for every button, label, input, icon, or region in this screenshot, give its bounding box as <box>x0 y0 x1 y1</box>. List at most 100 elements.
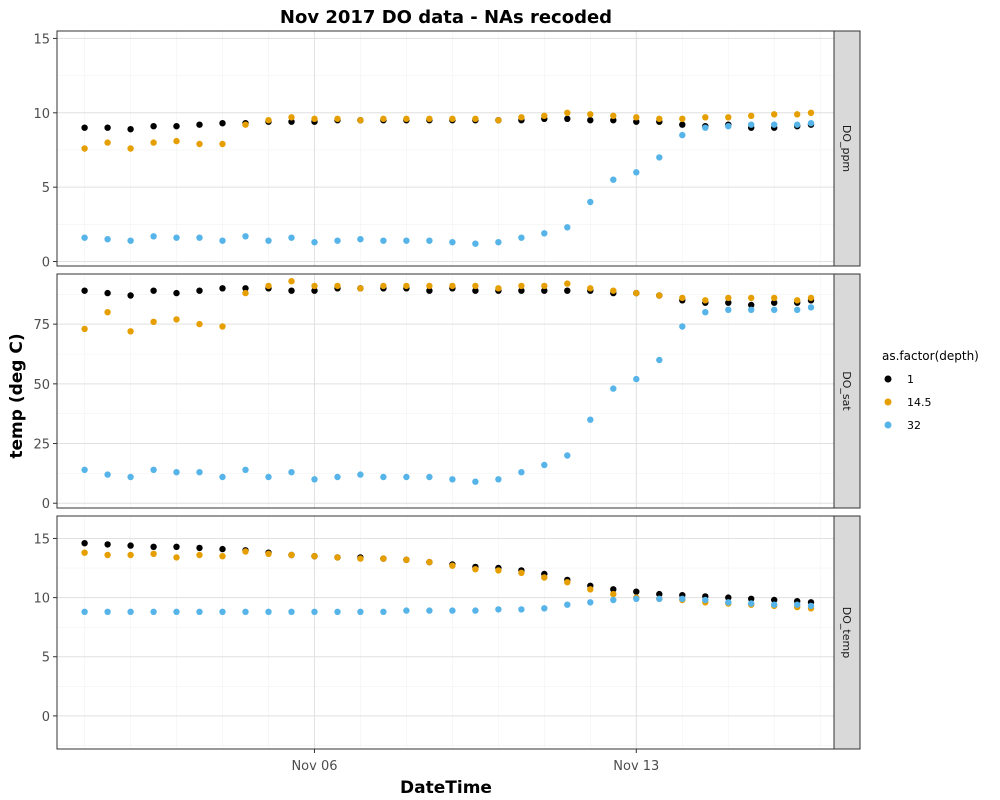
data-point <box>807 602 815 610</box>
data-point <box>656 590 663 598</box>
data-point <box>587 586 594 593</box>
data-point <box>81 145 88 152</box>
y-tick-label: 25 <box>33 438 50 453</box>
data-point <box>311 239 318 246</box>
data-point <box>449 607 456 614</box>
data-point <box>702 297 709 304</box>
data-point <box>311 282 318 290</box>
data-point <box>426 287 433 294</box>
legend-title: as.factor(depth) <box>882 349 979 363</box>
data-point <box>633 114 640 121</box>
data-point <box>449 239 456 246</box>
data-point <box>311 553 318 560</box>
data-point <box>403 237 410 244</box>
data-point <box>196 469 203 476</box>
data-point <box>104 471 111 478</box>
data-point <box>127 292 134 299</box>
data-point <box>633 375 640 383</box>
data-point <box>725 594 732 601</box>
panel-DO_sat: 0 25 50 75 DO_sat <box>33 273 861 512</box>
data-point <box>426 115 433 123</box>
data-point <box>748 294 755 302</box>
facet-strip-label: DO_temp <box>840 607 853 658</box>
data-point <box>656 115 663 123</box>
y-tick-label: 75 <box>33 318 50 333</box>
data-point <box>334 115 341 123</box>
data-point <box>518 569 525 576</box>
data-point <box>748 121 755 128</box>
data-point <box>265 473 272 481</box>
data-point <box>472 607 479 614</box>
panel-background <box>57 31 834 266</box>
data-point <box>610 596 617 604</box>
data-point <box>357 471 364 478</box>
series-32 <box>81 595 815 615</box>
data-point <box>242 608 249 615</box>
data-point <box>656 154 663 161</box>
series-32 <box>81 304 815 485</box>
data-point <box>679 121 686 128</box>
data-point <box>334 554 341 561</box>
data-point <box>564 224 571 231</box>
data-point <box>127 237 134 244</box>
data-point <box>633 595 640 602</box>
data-point <box>81 549 88 556</box>
panel-DO_temp: 0 5 10 15 DO_temp Nov 06 Nov 13 <box>33 515 861 774</box>
data-point <box>495 476 502 483</box>
data-point <box>311 608 318 615</box>
data-point <box>748 301 755 309</box>
data-point <box>173 289 180 297</box>
data-point <box>127 145 134 152</box>
data-point <box>702 114 709 121</box>
data-point <box>541 287 548 294</box>
y-tick-label: 0 <box>42 256 50 271</box>
data-point <box>610 176 617 183</box>
legend-key-32 <box>884 421 892 429</box>
data-point <box>771 294 778 302</box>
data-point <box>104 289 111 297</box>
data-point <box>196 234 203 241</box>
data-point <box>150 318 157 325</box>
data-point <box>472 240 479 247</box>
data-point <box>357 236 364 243</box>
data-point <box>794 306 801 313</box>
data-point <box>127 542 134 549</box>
facet-strip-label: DO_sat <box>840 371 853 411</box>
data-point <box>219 473 226 481</box>
data-point <box>265 237 272 244</box>
data-point <box>104 139 111 146</box>
data-point <box>150 123 157 130</box>
series-14.5 <box>81 278 815 335</box>
data-point <box>518 469 525 476</box>
data-point <box>748 600 755 607</box>
data-point <box>587 416 594 423</box>
data-point <box>633 118 640 125</box>
data-point <box>357 608 364 615</box>
x-tick-label: Nov 13 <box>613 759 659 774</box>
data-point <box>794 297 801 304</box>
data-point <box>564 115 571 123</box>
data-point <box>449 476 456 483</box>
y-tick-label: 0 <box>42 710 50 725</box>
data-point <box>219 285 226 292</box>
data-point <box>219 553 226 560</box>
data-point <box>403 115 410 123</box>
data-point <box>495 239 502 246</box>
data-point <box>541 112 548 120</box>
data-point <box>449 562 456 569</box>
data-point <box>794 111 801 118</box>
facet-strip <box>833 515 861 750</box>
y-tick-label: 50 <box>33 378 50 393</box>
data-point <box>173 316 180 323</box>
data-point <box>334 282 341 290</box>
data-point <box>633 289 640 297</box>
data-point <box>807 120 815 127</box>
data-point <box>610 117 617 124</box>
data-point <box>288 608 295 615</box>
data-point <box>702 124 709 131</box>
data-point <box>495 567 502 574</box>
data-point <box>807 304 815 311</box>
data-point <box>541 461 548 469</box>
y-tick-label: 15 <box>33 32 50 47</box>
data-point <box>288 287 295 294</box>
